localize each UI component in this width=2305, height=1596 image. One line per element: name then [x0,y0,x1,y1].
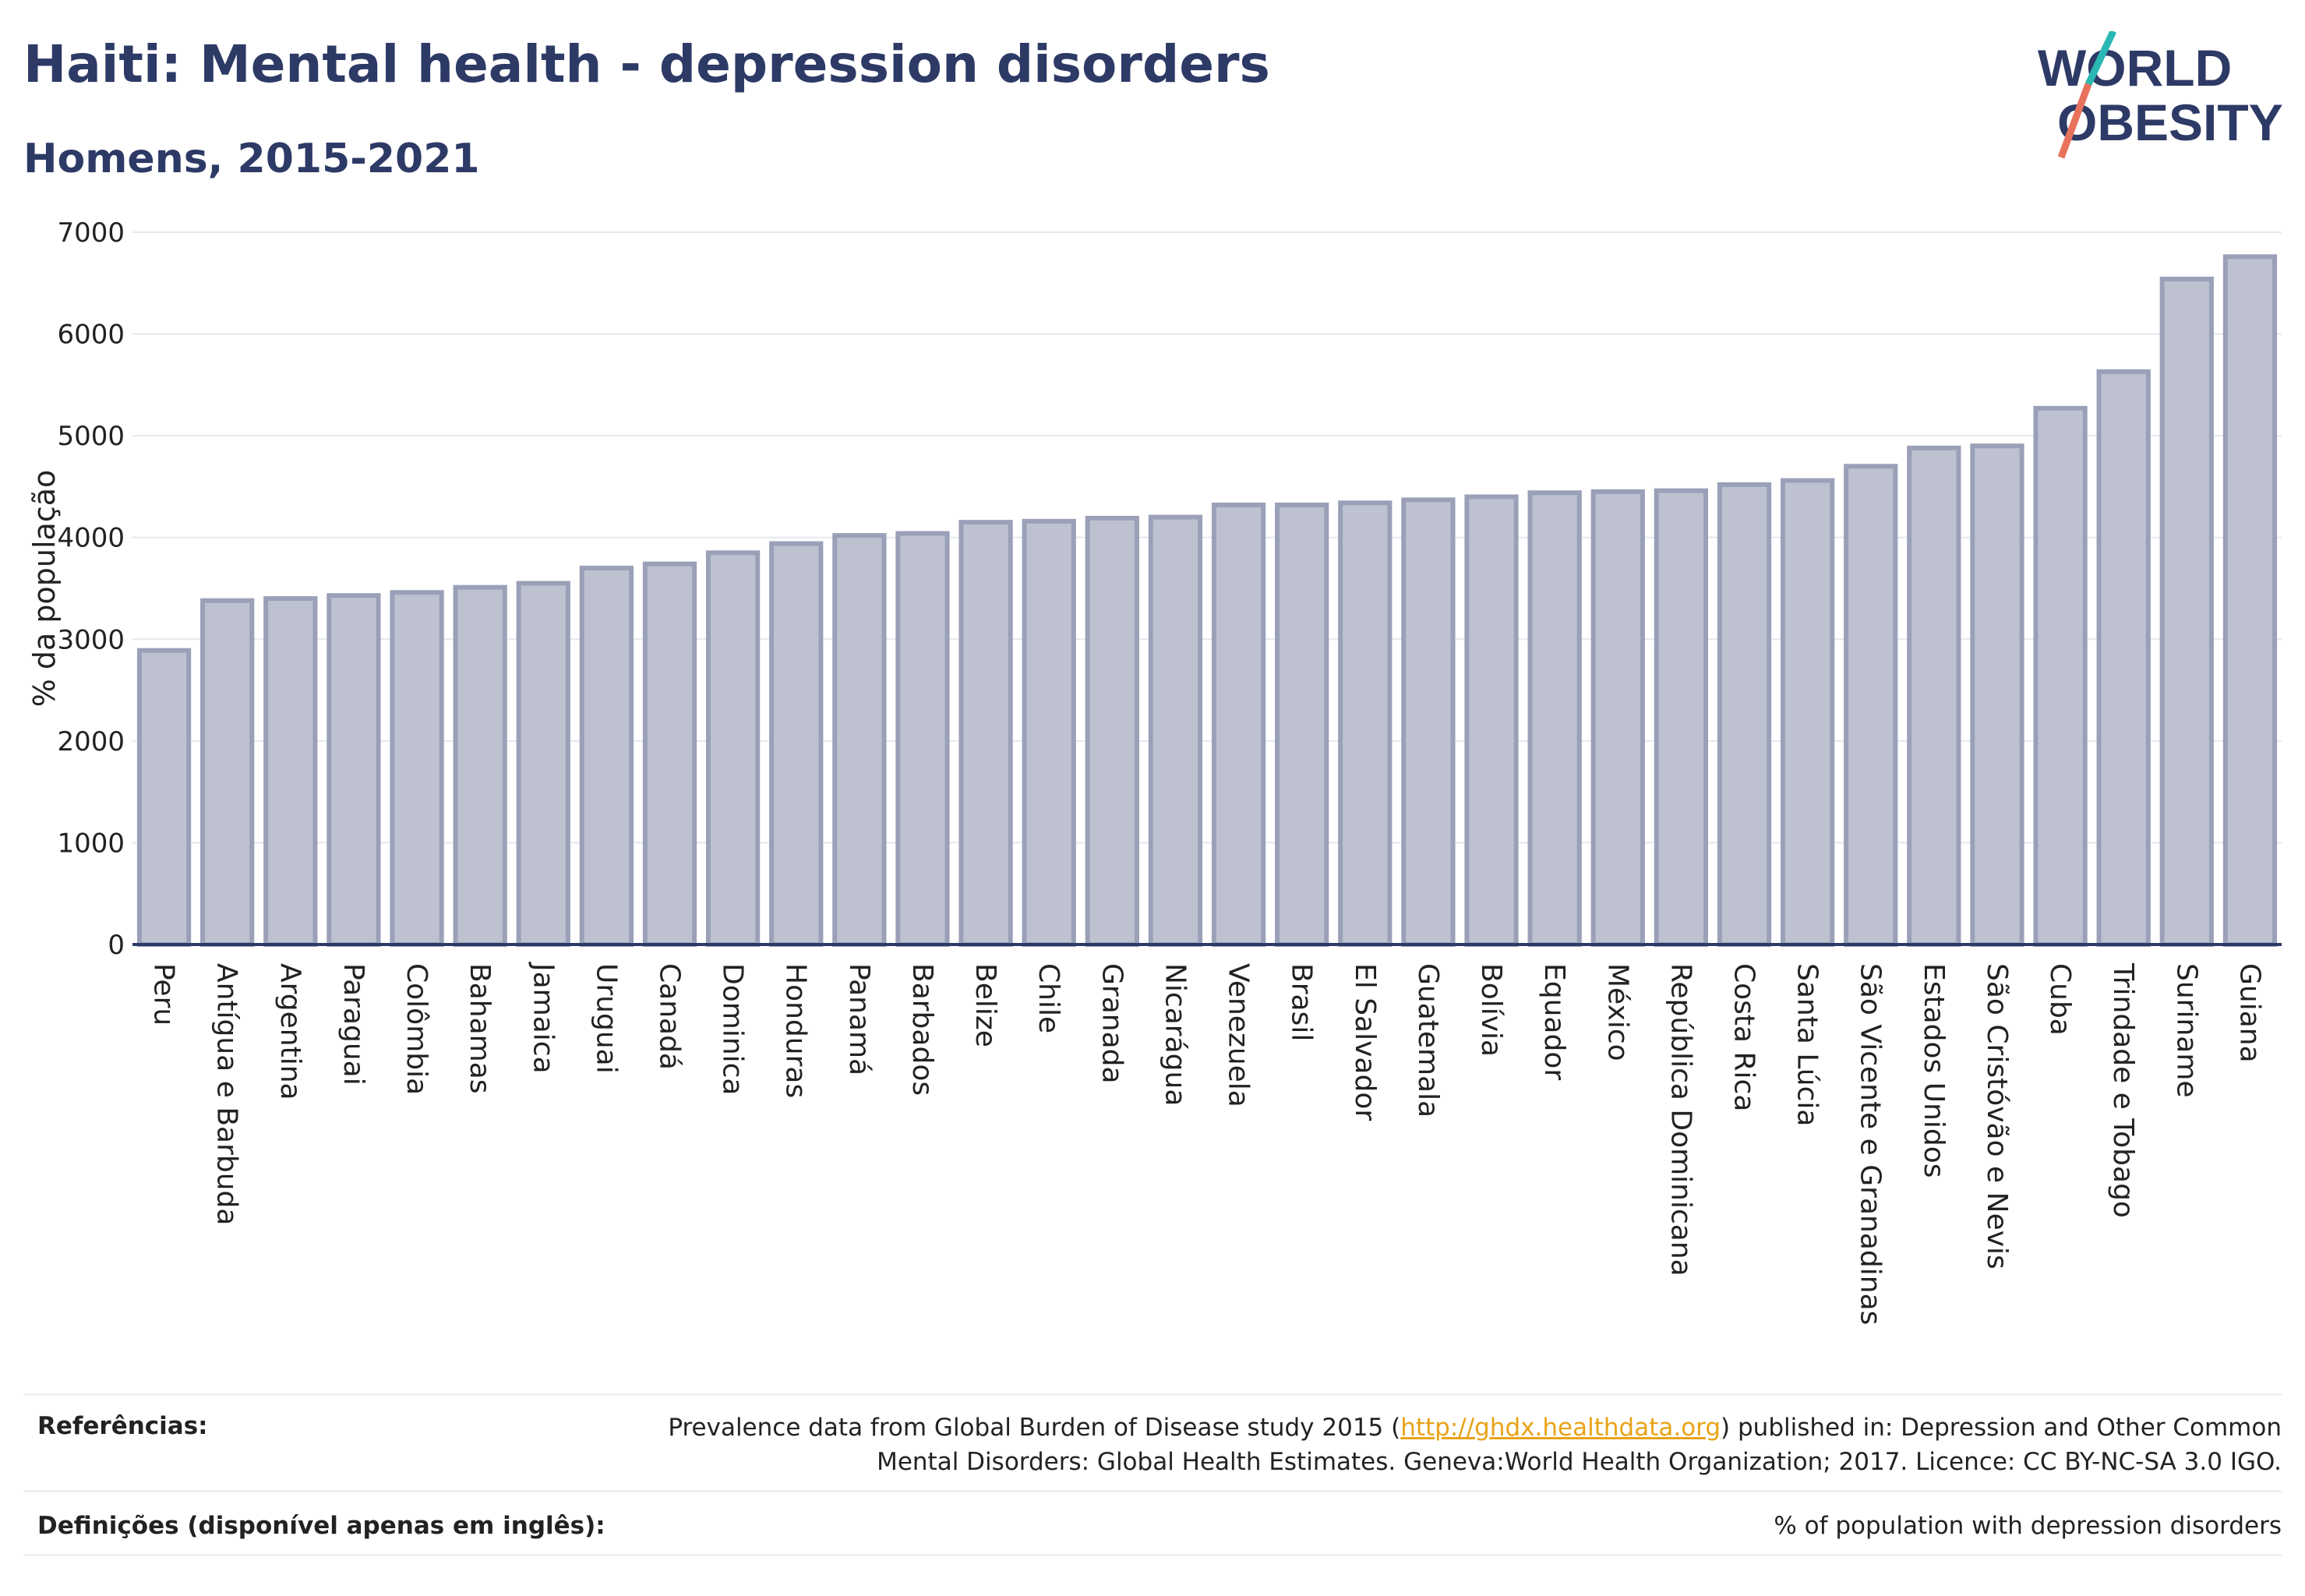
x-tick-label: Peru [148,963,180,1026]
y-tick-label: 3000 [57,624,125,655]
bar [1338,500,1393,947]
x-tick-label: Jamaica [527,962,559,1074]
x-tick-label: Argentina [274,963,306,1100]
y-tick-label: 1000 [57,828,125,859]
bar [1780,478,1835,947]
logo-slash-coral [2057,83,2092,159]
world-obesity-logo: WORLD OBESITY [2038,31,2283,159]
bar [136,648,192,947]
bar [579,565,634,948]
y-tick-label: 7000 [57,217,125,249]
x-tick-label: Trindade e Tobago [2107,962,2139,1218]
x-tick-label: Nicarágua [1159,963,1191,1106]
x-tick-label: Chile [1032,963,1064,1033]
x-tick-label: Guiana [2233,963,2265,1063]
bar [390,590,444,947]
x-tick-label: República Dominicana [1664,963,1696,1276]
bar [1844,464,1898,947]
bar [2033,405,2088,947]
bar [516,581,570,947]
bar [895,531,950,947]
x-tick-label: Paraguai [337,963,369,1086]
x-tick-label: Antígua e Barbuda [211,963,243,1225]
y-tick-label: 2000 [57,726,125,757]
y-tick-label: 4000 [57,523,125,554]
bar [1590,489,1645,947]
x-tick-label: Santa Lúcia [1791,963,1823,1126]
definitions-text: % of population with depression disorder… [1774,1512,2282,1540]
bar [200,598,255,947]
footer-divider-top [23,1393,2282,1396]
x-tick-label: Colômbia [401,963,432,1095]
x-tick-label: Equador [1538,963,1570,1080]
bar [2222,254,2278,947]
bar [769,541,824,947]
bar [958,520,1013,947]
chart-title: Haiti: Mental health - depression disord… [23,34,1270,94]
x-tick-label: Bahamas [464,963,496,1094]
bar [1148,514,1203,947]
y-tick-label: 6000 [57,320,125,351]
bar [1527,490,1582,947]
references-text-pre: Prevalence data from Global Burden of Di… [668,1414,1401,1442]
bar [1464,494,1519,947]
footer-divider-middle [23,1490,2282,1492]
x-tick-label: Suriname [2170,963,2202,1098]
y-tick-label: 0 [108,930,125,961]
bar [1275,502,1329,947]
bar [1717,482,1772,947]
x-tick-label: Belize [969,963,1001,1047]
bar [1085,515,1139,947]
x-tick-label: Costa Rica [1728,963,1760,1111]
bar [453,584,507,947]
bar [1970,443,2024,947]
bar [642,561,697,947]
bar [1654,488,1709,947]
x-tick-label: Dominica [717,963,749,1096]
bar [1022,518,1076,947]
x-tick-label: Panamá [843,963,875,1075]
bar [1907,445,1961,947]
references-link[interactable]: http://ghdx.healthdata.org [1400,1414,1721,1442]
logo-text-obesity: OBESITY [2057,94,2283,151]
definitions-label: Definições (disponível apenas em inglês)… [37,1512,605,1540]
bar [832,533,887,947]
references-label: Referências: [37,1412,208,1440]
x-tick-label: El Salvador [1349,963,1381,1121]
references-text-line2: Mental Disorders: Global Health Estimate… [877,1448,2282,1476]
x-tick-label: Bolívia [1475,963,1507,1057]
references-text-post: ) published in: Depression and Other Com… [1721,1414,2282,1442]
x-tick-label: Guatemala [1412,963,1444,1118]
logo-slash-teal [2084,31,2117,86]
x-tick-label: Honduras [780,963,812,1098]
x-tick-label: Brasil [1286,963,1318,1041]
x-tick-label: São Vicente e Granadinas [1855,963,1887,1325]
x-tick-label: Cuba [2044,963,2076,1036]
x-tick-label: Venezuela [1223,963,1255,1107]
y-tick-label: 5000 [57,421,125,452]
bar [263,596,318,947]
bar [705,550,761,947]
bar-chart: 0 1000 2000 3000 4000 5000 6000 7000 % da popula… [27,217,2282,1325]
x-tick-label: São Cristóvão e Nevis [1981,963,2013,1269]
bar [1401,497,1456,947]
bar [2159,277,2214,947]
logo-text-world: WORLD [2038,39,2232,97]
bar [1211,502,1266,947]
x-tick-label: Granada [1096,963,1128,1084]
references-row: Referências: Prevalence data from Global… [23,1411,2282,1488]
chart-subtitle: Homens, 2015-2021 [23,136,480,182]
footer-divider-bottom [23,1554,2282,1556]
x-tick-label: Estados Unidos [1918,963,1950,1178]
y-axis-label: % da população [27,470,62,708]
x-tick-label: Uruguai [590,963,622,1074]
references-text: Prevalence data from Global Burden of Di… [668,1411,2282,1479]
bar [2096,369,2151,947]
bar [327,593,381,947]
definitions-row: Definições (disponível apenas em inglês)… [23,1509,2282,1555]
x-tick-label: México [1601,963,1633,1061]
x-tick-label: Barbados [906,963,938,1096]
x-tick-label: Canadá [654,963,686,1070]
